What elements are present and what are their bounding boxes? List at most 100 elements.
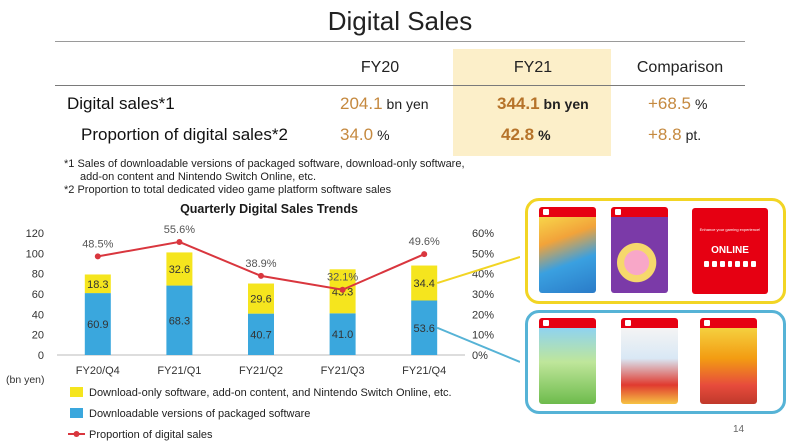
- y-tick-label: 0: [38, 350, 44, 362]
- proportion-point: [176, 238, 183, 245]
- bar-download-only: [411, 265, 438, 301]
- page-title: Digital Sales: [327, 6, 473, 36]
- proportion-label: 55.6%: [164, 224, 195, 236]
- packaged-image-frame: [525, 310, 786, 414]
- x-tick-label: FY21/Q2: [239, 365, 283, 377]
- footnote-1-line-1: *1 Sales of downloadable versions of pac…: [64, 158, 465, 170]
- super-mario-3d-all-stars-cover-image: [621, 318, 678, 404]
- proportion-fy21-value: 42.8: [501, 125, 535, 144]
- footnote-2: *2 Proportion to total dedicated video g…: [64, 184, 392, 196]
- y-tick-label: 20: [32, 330, 44, 342]
- digital-sales-fy20: 204.1 bn yen: [340, 94, 429, 114]
- y-tick-label: 60: [32, 289, 44, 301]
- y-tick-label: 100: [26, 248, 44, 260]
- bar-packaged: [84, 293, 111, 355]
- header-comparison: Comparison: [636, 59, 724, 76]
- y2-tick-label: 60%: [472, 228, 494, 240]
- proportion-label: 38.9%: [245, 258, 276, 270]
- y2-tick-label: 10%: [472, 330, 494, 342]
- pokemon-cover-image: [539, 207, 596, 293]
- legend-download-only-text: Download-only software, add-on content, …: [89, 387, 452, 399]
- table-header-divider: [55, 85, 745, 86]
- chart-title: Quarterly Digital Sales Trends: [180, 202, 358, 216]
- title-divider: [55, 41, 745, 42]
- nso-icon-row: [704, 261, 757, 267]
- header-fy20: FY20: [360, 59, 400, 76]
- proportion-point: [421, 251, 428, 258]
- x-tick-label: FY21/Q4: [402, 365, 446, 377]
- legend-proportion-swatch-dot: [73, 431, 80, 437]
- animal-crossing-cover-image: [539, 318, 596, 404]
- y-tick-label: 120: [26, 228, 44, 240]
- digital-only-image-frame: [525, 198, 786, 304]
- y2-tick-label: 50%: [472, 248, 494, 260]
- proportion-point: [258, 272, 264, 279]
- digital-sales-fy20-value: 204.1: [340, 94, 383, 113]
- y-tick-label: 40: [32, 309, 44, 321]
- row-label-proportion: Proportion of digital sales*2: [81, 125, 288, 144]
- bar-download-only: [84, 274, 111, 294]
- proportion-point: [94, 253, 101, 260]
- header-fy21: FY21: [513, 59, 553, 76]
- bar-label-packaged: 68.3: [169, 315, 190, 327]
- nso-logo-text: ONLINE: [711, 245, 749, 256]
- proportion-fy21: 42.8%: [501, 125, 551, 145]
- bar-label-download-only: 32.6: [169, 264, 190, 276]
- nso-subtext: Enhance your gaming experience!: [699, 227, 761, 232]
- proportion-label: 32.1%: [327, 272, 358, 284]
- legend-packaged-swatch: [70, 408, 83, 418]
- digital-sales-comparison-unit: %: [695, 96, 708, 112]
- bar-label-packaged: 53.6: [413, 323, 434, 335]
- footnote-1-line-2: add-on content and Nintendo Switch Onlin…: [80, 171, 317, 183]
- legend-packaged-text: Downloadable versions of packaged softwa…: [89, 408, 310, 420]
- bar-label-packaged: 41.0: [332, 329, 353, 341]
- bar-label-packaged: 40.7: [250, 329, 271, 341]
- y2-tick-label: 0%: [472, 350, 488, 362]
- proportion-fy20-value: 34.0: [340, 125, 374, 144]
- proportion-label: 49.6%: [409, 236, 440, 248]
- x-tick-label: FY20/Q4: [76, 365, 120, 377]
- y2-tick-label: 20%: [472, 309, 494, 321]
- kirby-fighters-2-cover-image: [611, 207, 668, 293]
- digital-sales-comparison-value: +68.5: [648, 94, 692, 113]
- bar-download-only: [248, 283, 274, 314]
- digital-sales-fy21-value: 344.1: [497, 94, 540, 113]
- digital-sales-fy21: 344.1 bn yen: [497, 94, 589, 114]
- bar-download-only: [166, 252, 193, 286]
- super-mario-3d-world-cover-image: [700, 318, 757, 404]
- footnotes: *1 Sales of downloadable versions of pac…: [64, 158, 465, 197]
- bar-label-download-only: 29.6: [250, 294, 271, 306]
- proportion-fy20: 34.0%: [340, 125, 390, 145]
- proportion-label: 48.5%: [82, 238, 113, 250]
- y2-tick-label: 40%: [472, 269, 494, 281]
- x-tick-label: FY21/Q1: [157, 365, 201, 377]
- connector-blue: [436, 326, 520, 363]
- digital-sales-fy21-unit: bn yen: [543, 96, 589, 112]
- fy21-highlight-band: [453, 49, 611, 156]
- legend-proportion-text: Proportion of digital sales: [89, 429, 213, 441]
- row-label-digital-sales: Digital sales*1: [67, 94, 175, 113]
- proportion-fy21-unit: %: [538, 127, 551, 143]
- quarterly-digital-sales-chart: Quarterly Digital Sales Trends 0 20 40 60 80 1…: [6, 202, 520, 441]
- y-unit-label: (bn yen): [6, 374, 45, 386]
- bar-packaged: [411, 300, 438, 355]
- proportion-comparison: +8.8 pt.: [648, 125, 701, 145]
- nintendo-switch-online-card-image: Enhance your gaming experience! ONLINE: [692, 208, 768, 294]
- bar-label-download-only: 34.4: [413, 278, 434, 290]
- page-number: 14: [733, 424, 745, 435]
- proportion-fy20-unit: %: [377, 127, 390, 143]
- bar-packaged: [329, 313, 356, 355]
- legend-download-only-swatch: [70, 387, 83, 397]
- digital-sales-comparison: +68.5%: [648, 94, 707, 114]
- y-tick-label: 80: [32, 269, 44, 281]
- proportion-comparison-value: +8.8: [648, 125, 682, 144]
- proportion-comparison-unit: pt.: [685, 127, 702, 143]
- bar-packaged: [248, 313, 274, 355]
- x-tick-label: FY21/Q3: [321, 365, 365, 377]
- bar-label-packaged: 60.9: [87, 319, 108, 331]
- bar-label-download-only: 18.3: [87, 279, 108, 291]
- y2-tick-label: 30%: [472, 289, 494, 301]
- connector-yellow: [436, 256, 520, 284]
- digital-sales-fy20-unit: bn yen: [386, 96, 429, 112]
- proportion-point: [339, 286, 346, 293]
